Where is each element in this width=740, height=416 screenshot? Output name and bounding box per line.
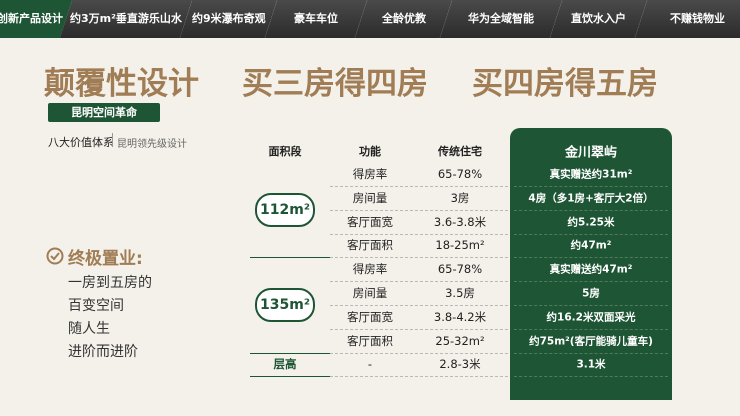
highlight-cell: 约47m² [570, 239, 612, 252]
callout-line: 进阶而进阶 [68, 344, 138, 360]
nav-label: 全龄优教 [381, 12, 426, 25]
nav-tab: 约3万m²垂直游乐山水 [59, 0, 195, 38]
row-separator [330, 257, 508, 259]
nav-tab: 华为全域智能 [439, 0, 565, 38]
highlight-cell: 约16.2米双面采光 [546, 311, 636, 324]
callout-line: 百变空间 [68, 298, 124, 314]
row-separator [514, 281, 668, 283]
table-cell: 3房 [450, 190, 470, 205]
highlight-cell: 真实赠送约31m² [549, 168, 633, 181]
highlight-cell: 3.1米 [576, 358, 606, 371]
nav-tab: 直饮水入户 [549, 0, 650, 38]
table-cell: 房间量 [352, 190, 388, 205]
table-cell: 客厅面积 [347, 333, 393, 348]
table-cell: 得房率 [352, 262, 388, 277]
nav-label: 约9米瀑布奇观 [191, 12, 266, 25]
nav-label: 华为全域智能 [468, 12, 534, 25]
table-cell: 得房率 [352, 167, 388, 181]
table-cell: 3.5房 [445, 286, 475, 300]
badge: 昆明空间革命 [48, 103, 160, 122]
nav-tab: 不赚钱物业 [634, 0, 740, 38]
nav-label: 直饮水入户 [571, 12, 626, 25]
nav-tab: 豪车车位 [264, 0, 370, 38]
row-separator [514, 376, 668, 378]
area-label: 135m² [255, 287, 315, 322]
table-cell: 65-78% [437, 167, 483, 181]
table-cell: 18-25m² [435, 238, 485, 253]
row-separator [330, 233, 508, 235]
table-cell: 客厅面积 [347, 238, 393, 253]
table-cell: 2.8-3米 [439, 357, 481, 372]
highlight-cell: 约75m²(客厅能骑儿童车) [529, 335, 653, 348]
row-separator [330, 304, 508, 306]
row-separator [514, 185, 668, 187]
table-cell: 客厅面宽 [347, 214, 393, 229]
callout-line: 随人生 [68, 321, 110, 337]
table-cell: 65-78% [437, 262, 483, 277]
check-icon [46, 247, 64, 265]
table-cell: - [367, 357, 373, 372]
callout-line: 一房到五房的 [68, 275, 152, 291]
nav-label: 创新产品设计 [0, 12, 63, 25]
row-separator [514, 233, 668, 235]
row-separator [330, 328, 508, 330]
title-part: 颠覆性设计 [44, 66, 199, 102]
row-separator [514, 257, 668, 259]
row-separator [514, 304, 668, 306]
callout-heading: 终极置业: [68, 249, 143, 269]
table-cell: 25-32m² [435, 333, 485, 348]
nav-tab: 全龄优教 [354, 0, 455, 38]
nav-label: 不赚钱物业 [670, 12, 725, 25]
highlight-cell: 4房（多1房+客厅大2倍） [528, 192, 654, 205]
highlight-column [510, 128, 672, 400]
row-separator [330, 185, 508, 187]
table-cell: 房间量 [352, 286, 388, 300]
table-cell: 3.6-3.8米 [433, 214, 487, 229]
table-header: 面积段 [268, 145, 302, 158]
nav-tab: 约9米瀑布奇观 [179, 0, 280, 38]
group-separator [250, 352, 330, 354]
nav-label: 豪车车位 [294, 12, 338, 25]
highlight-cell: 5房 [582, 287, 600, 300]
group-separator [250, 376, 330, 378]
row-separator [514, 352, 668, 354]
title-part: 买三房得四房 [242, 66, 428, 102]
row-separator [330, 209, 508, 211]
highlight-cell: 真实赠送约47m² [549, 263, 633, 276]
subtitle-sub: 昆明领先级设计 [117, 139, 187, 150]
table-cell: 客厅面宽 [347, 309, 393, 324]
group-separator [250, 257, 330, 259]
table-header: 传统住宅 [438, 145, 482, 158]
subtitle-main: 八大价值体系 [48, 136, 114, 149]
table-cell: 3.8-4.2米 [433, 309, 487, 324]
title-part: 买四房得五房 [472, 66, 658, 102]
table-header: 功能 [359, 145, 381, 158]
row-separator [514, 209, 668, 211]
row-separator [330, 376, 508, 378]
row-separator [330, 352, 508, 354]
area-label: 112m² [255, 192, 315, 227]
row-separator [330, 281, 508, 283]
nav-label: 约3万m²垂直游乐山水 [70, 12, 182, 25]
divider [112, 133, 113, 147]
row-separator [514, 328, 668, 330]
table-header: 金川翠屿 [564, 145, 617, 161]
area-label: 层高 [273, 357, 297, 372]
highlight-cell: 约5.25米 [567, 216, 615, 229]
